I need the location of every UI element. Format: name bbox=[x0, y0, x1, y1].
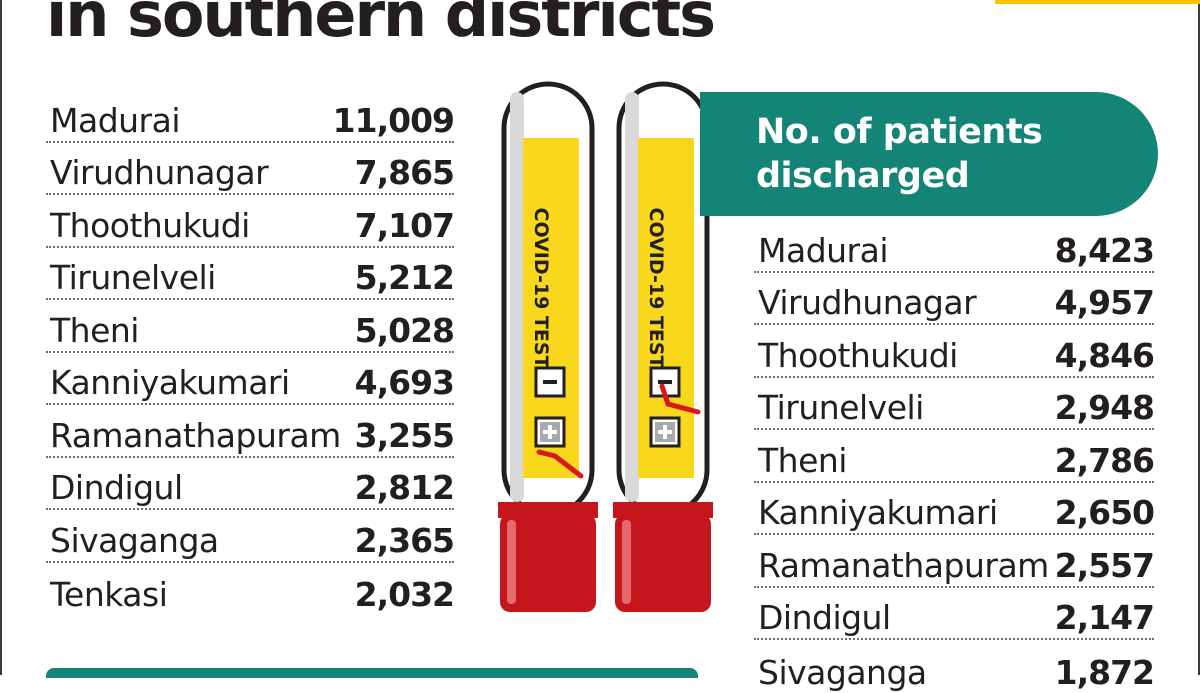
district-count: 11,009 bbox=[332, 100, 455, 140]
tube-cap-highlight bbox=[622, 520, 631, 604]
table-row: Ramanathapuram 3,255 bbox=[46, 405, 455, 458]
district-count: 2,650 bbox=[1054, 493, 1155, 532]
district-name: Tenkasi bbox=[50, 575, 168, 614]
minus-sign-icon bbox=[543, 380, 557, 384]
district-count: 5,028 bbox=[354, 310, 455, 350]
tube-label-text: COVID-19 TEST bbox=[491, 208, 591, 369]
check-mark-icon bbox=[659, 383, 701, 415]
cases-table: Madurai 11,009 Virudhunagar 7,865 Thoothukud… bbox=[46, 90, 455, 616]
tube-label: COVID-19 TEST bbox=[530, 207, 552, 369]
district-count: 3,255 bbox=[354, 415, 455, 455]
district-count: 2,147 bbox=[1054, 598, 1155, 637]
bottom-teal-bar bbox=[46, 668, 698, 678]
district-name: Madurai bbox=[50, 100, 181, 140]
headline: in southern districts bbox=[46, 0, 716, 51]
table-row: Sivaganga 2,365 bbox=[46, 510, 455, 563]
table-row: Tenkasi 2,032 bbox=[46, 563, 455, 616]
table-row: Virudhunagar 4,957 bbox=[754, 273, 1155, 325]
tube-glass-shine bbox=[625, 92, 639, 502]
plus-sign-v bbox=[548, 425, 552, 439]
district-name: Theni bbox=[758, 440, 847, 480]
table-row: Tirunelveli 5,212 bbox=[46, 248, 455, 300]
test-tube-negative: COVID-19 TEST bbox=[610, 78, 720, 618]
district-name: Dindigul bbox=[758, 598, 891, 637]
tube-label-text: COVID-19 TEST bbox=[606, 208, 706, 369]
district-count: 2,948 bbox=[1054, 388, 1155, 427]
table-row: Madurai 11,009 bbox=[46, 90, 455, 143]
minus-sign-icon bbox=[658, 380, 672, 384]
district-count: 5,212 bbox=[354, 258, 455, 297]
district-name: Thoothukudi bbox=[758, 335, 958, 375]
table-row: Tirunelveli 2,948 bbox=[754, 378, 1155, 430]
district-count: 2,557 bbox=[1054, 545, 1155, 585]
tube-glass-shine bbox=[510, 92, 524, 502]
district-count: 2,365 bbox=[354, 520, 455, 560]
discharged-table: Madurai 8,423 Virudhunagar 4,957 Thoothukudi… bbox=[754, 220, 1155, 693]
district-count: 4,957 bbox=[1054, 283, 1155, 322]
district-count: 7,865 bbox=[354, 153, 455, 192]
tube-cap-highlight bbox=[507, 520, 516, 604]
test-tube-graphic bbox=[498, 81, 598, 612]
district-name: Thoothukudi bbox=[50, 205, 250, 245]
district-count: 2,786 bbox=[1054, 440, 1155, 480]
district-name: Tirunelveli bbox=[50, 258, 216, 297]
district-name: Tirunelveli bbox=[758, 388, 924, 427]
yellow-corner-accent bbox=[995, 0, 1200, 4]
table-row: Theni 2,786 bbox=[754, 430, 1155, 483]
district-name: Ramanathapuram bbox=[50, 415, 341, 455]
test-tube-graphic bbox=[613, 81, 713, 612]
district-name: Theni bbox=[50, 310, 139, 350]
district-name: Dindigul bbox=[50, 468, 183, 507]
frame-right-border bbox=[1198, 0, 1200, 675]
table-row: Thoothukudi 7,107 bbox=[46, 195, 455, 248]
district-count: 8,423 bbox=[1054, 230, 1155, 270]
tube-label: COVID-19 TEST bbox=[645, 207, 667, 369]
district-count: 4,846 bbox=[1054, 335, 1155, 375]
tube-cap bbox=[500, 514, 596, 612]
district-count: 2,032 bbox=[354, 575, 455, 614]
table-row: Kanniyakumari 2,650 bbox=[754, 483, 1155, 535]
table-row: Dindigul 2,812 bbox=[46, 458, 455, 510]
district-name: Virudhunagar bbox=[50, 153, 269, 192]
district-name: Sivaganga bbox=[50, 520, 219, 560]
district-count: 2,812 bbox=[354, 468, 455, 507]
table-row: Kanniyakumari 4,693 bbox=[46, 353, 455, 405]
check-mark-icon bbox=[536, 449, 584, 479]
district-name: Madurai bbox=[758, 230, 889, 270]
district-count: 4,693 bbox=[354, 363, 455, 402]
table-row: Thoothukudi 4,846 bbox=[754, 325, 1155, 378]
table-row: Madurai 8,423 bbox=[754, 220, 1155, 273]
district-count: 7,107 bbox=[354, 205, 455, 245]
district-name: Sivaganga bbox=[758, 652, 927, 692]
table-row: Dindigul 2,147 bbox=[754, 588, 1155, 640]
district-name: Virudhunagar bbox=[758, 283, 977, 322]
discharged-title: No. of patients discharged bbox=[756, 112, 1043, 196]
district-name: Kanniyakumari bbox=[758, 493, 998, 532]
district-name: Ramanathapuram bbox=[758, 545, 1049, 585]
test-tube-positive: COVID-19 TEST bbox=[495, 78, 605, 618]
table-row: Theni 5,028 bbox=[46, 300, 455, 353]
district-count: 1,872 bbox=[1054, 652, 1155, 692]
table-row: Virudhunagar 7,865 bbox=[46, 143, 455, 195]
discharged-banner: No. of patients discharged bbox=[700, 92, 1158, 216]
table-row: Sivaganga 1,872 bbox=[754, 640, 1155, 693]
table-row: Ramanathapuram 2,557 bbox=[754, 535, 1155, 588]
frame-left-border bbox=[0, 0, 2, 675]
tube-cap bbox=[615, 514, 711, 612]
district-name: Kanniyakumari bbox=[50, 363, 290, 402]
plus-sign-v bbox=[663, 425, 667, 439]
